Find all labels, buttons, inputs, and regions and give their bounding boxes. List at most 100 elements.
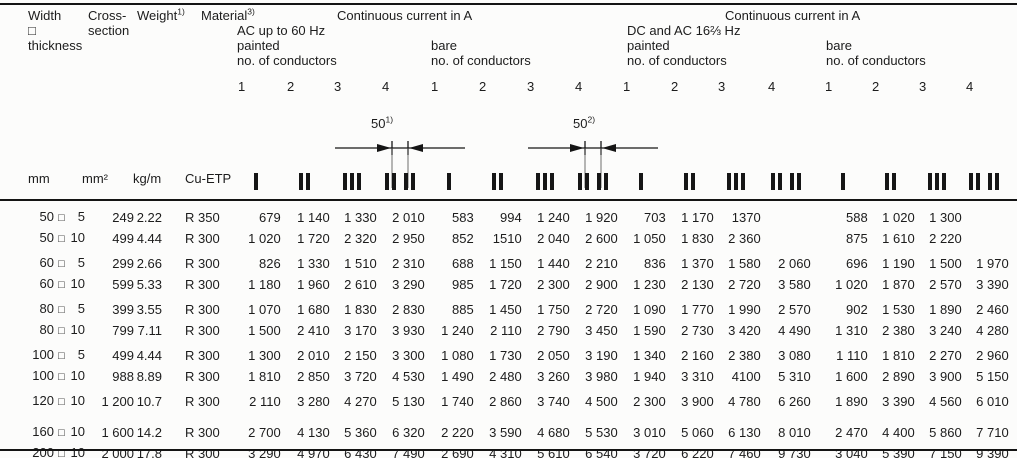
conductor-icon-dc-painted-1bar [639,173,643,190]
current-value-cell: 2 470 [835,424,868,440]
size-width: 50 [39,209,54,224]
current-value-cell: 2 360 [728,230,761,246]
current-value-cell [761,228,811,249]
size-thickness: 5 [77,255,85,270]
current-value-cell: 688 [452,255,474,271]
current-value-cell: 9 390 [976,445,1009,458]
dc-painted-conductors-label: no. of conductors [627,53,727,68]
current-value-cell: 2 860 [489,393,522,409]
ac-group-subtitle: AC up to 60 Hz [237,23,326,38]
current-value-cell: 3 980 [585,368,618,384]
current-value-cell: 1 970 [976,255,1009,271]
current-value-cell: 985 [452,276,474,292]
current-value-cell: 2 480 [489,368,522,384]
conductor-icon-ac-painted-3bar [343,173,361,190]
material-cell: R 300 [185,255,220,271]
table-row: 100 □ 10 988 8.89 R 300 1 810 2 850 3 720 4 530 1 … [0,366,1008,387]
size-width: 120 [32,393,54,408]
cross-section-label-line1: Cross- [88,8,127,23]
size-cell: 120 □ 10 [0,391,94,412]
property-cell: 1 200 [101,393,134,409]
current-value-cell: 1 330 [297,255,330,271]
size-cell: 100 □ 5 [0,345,94,366]
conductor-icon-dc-bare-2bar [885,173,896,190]
current-value-cell: 1 150 [489,255,522,271]
size-thickness: 5 [77,301,85,316]
size-width: 100 [32,347,54,362]
current-value-cell: 3 310 [681,368,714,384]
ac-painted-conductors-label: no. of conductors [237,53,337,68]
current-value-cell: 1 330 [344,209,377,225]
current-value-cell: 1 300 [929,209,962,225]
property-cell: 399 [112,301,134,317]
current-value-cell: 3 260 [537,368,570,384]
current-value-cell: 6 010 [976,393,1009,409]
current-value-cell: 885 [452,301,474,317]
dc-bare-num-3: 3 [919,79,927,94]
ac-painted-num-3: 3 [334,79,342,94]
current-value-cell: 2 410 [297,322,330,338]
current-value-cell: 703 [644,209,666,225]
times-box-glyph: □ [58,233,65,245]
current-value-cell: 2 380 [728,347,761,363]
property-cell: 2.22 [136,209,162,225]
current-value-cell: 1 740 [441,393,474,409]
current-value-cell: 1 610 [882,230,915,246]
current-value-cell: 1 830 [344,301,377,317]
current-value-cell: 3 590 [489,424,522,440]
material-cell: R 300 [185,322,220,338]
current-value-cell: 3 300 [392,347,425,363]
table-row: 80 □ 5 399 3.55 R 300 1 070 1 680 1 830 2 830 885 1… [0,299,1009,320]
current-value-cell: 1 450 [489,301,522,317]
current-value-cell: 4 530 [392,368,425,384]
conductor-icon-ac-bare-1bar [447,173,451,190]
conductor-icon-dc-painted-3bar [727,173,745,190]
table-row: 100 □ 5 499 4.44 R 300 1 300 2 010 2 150 3 300 1 0… [0,345,1008,366]
current-value-cell: 3 240 [929,322,962,338]
current-value-cell: 2 060 [778,255,811,271]
conductor-icon-dc-bare-3bar [928,173,946,190]
property-cell: 299 [112,255,134,271]
property-cell: 3.55 [136,301,162,317]
current-value-cell: 1 750 [537,301,570,317]
current-value-cell: 6 540 [585,445,618,458]
current-value-cell [962,207,1009,228]
current-value-cell: 3 390 [976,276,1009,292]
current-value-cell: 696 [846,255,868,271]
current-value-cell: 4 400 [882,424,915,440]
property-cell: 5.33 [136,276,162,292]
current-value-cell: 1 500 [929,255,962,271]
current-value-cell: 1 530 [882,301,915,317]
size-thickness: 10 [70,322,85,337]
current-value-cell: 1 240 [441,322,474,338]
current-value-cell: 1 890 [835,393,868,409]
size-cell: 60 □ 10 [0,274,94,295]
cross-section-label-line2: section [88,23,130,38]
current-value-cell: 902 [846,301,868,317]
current-value-cell: 6 220 [681,445,714,458]
current-value-cell: 3 080 [778,347,811,363]
current-value-cell: 2 790 [537,322,570,338]
current-value-cell: 1 140 [297,209,330,225]
current-value-cell: 4 780 [728,393,761,409]
current-value-cell: 2 900 [585,276,618,292]
current-value-cell: 3 900 [681,393,714,409]
property-cell: 2 000 [101,445,134,458]
times-box-glyph: □ [58,350,65,362]
table-row: 80 □ 10 799 7.11 R 300 1 500 2 410 3 170 3 930 1 2… [0,320,1009,341]
current-value-cell: 6 430 [344,445,377,458]
current-value-cell: 1510 [492,230,522,246]
current-value-cell: 1 340 [633,347,666,363]
size-thickness: 10 [70,230,85,245]
table-row: 60 □ 5 299 2.66 R 300 826 1 330 1 510 2 310 688 1 1… [0,253,1009,274]
property-cell: 499 [112,347,134,363]
dc-bare-label: bare [826,38,853,53]
times-box-glyph: □ [58,371,65,383]
current-value-cell: 1 090 [633,301,666,317]
property-cell: 7.11 [137,322,162,338]
material-cell: R 350 [185,209,220,225]
current-value-cell: 3 450 [585,322,618,338]
current-value-cell: 3 420 [728,322,761,338]
current-value-cell: 3 010 [633,424,666,440]
current-value-cell: 2 300 [537,276,570,292]
